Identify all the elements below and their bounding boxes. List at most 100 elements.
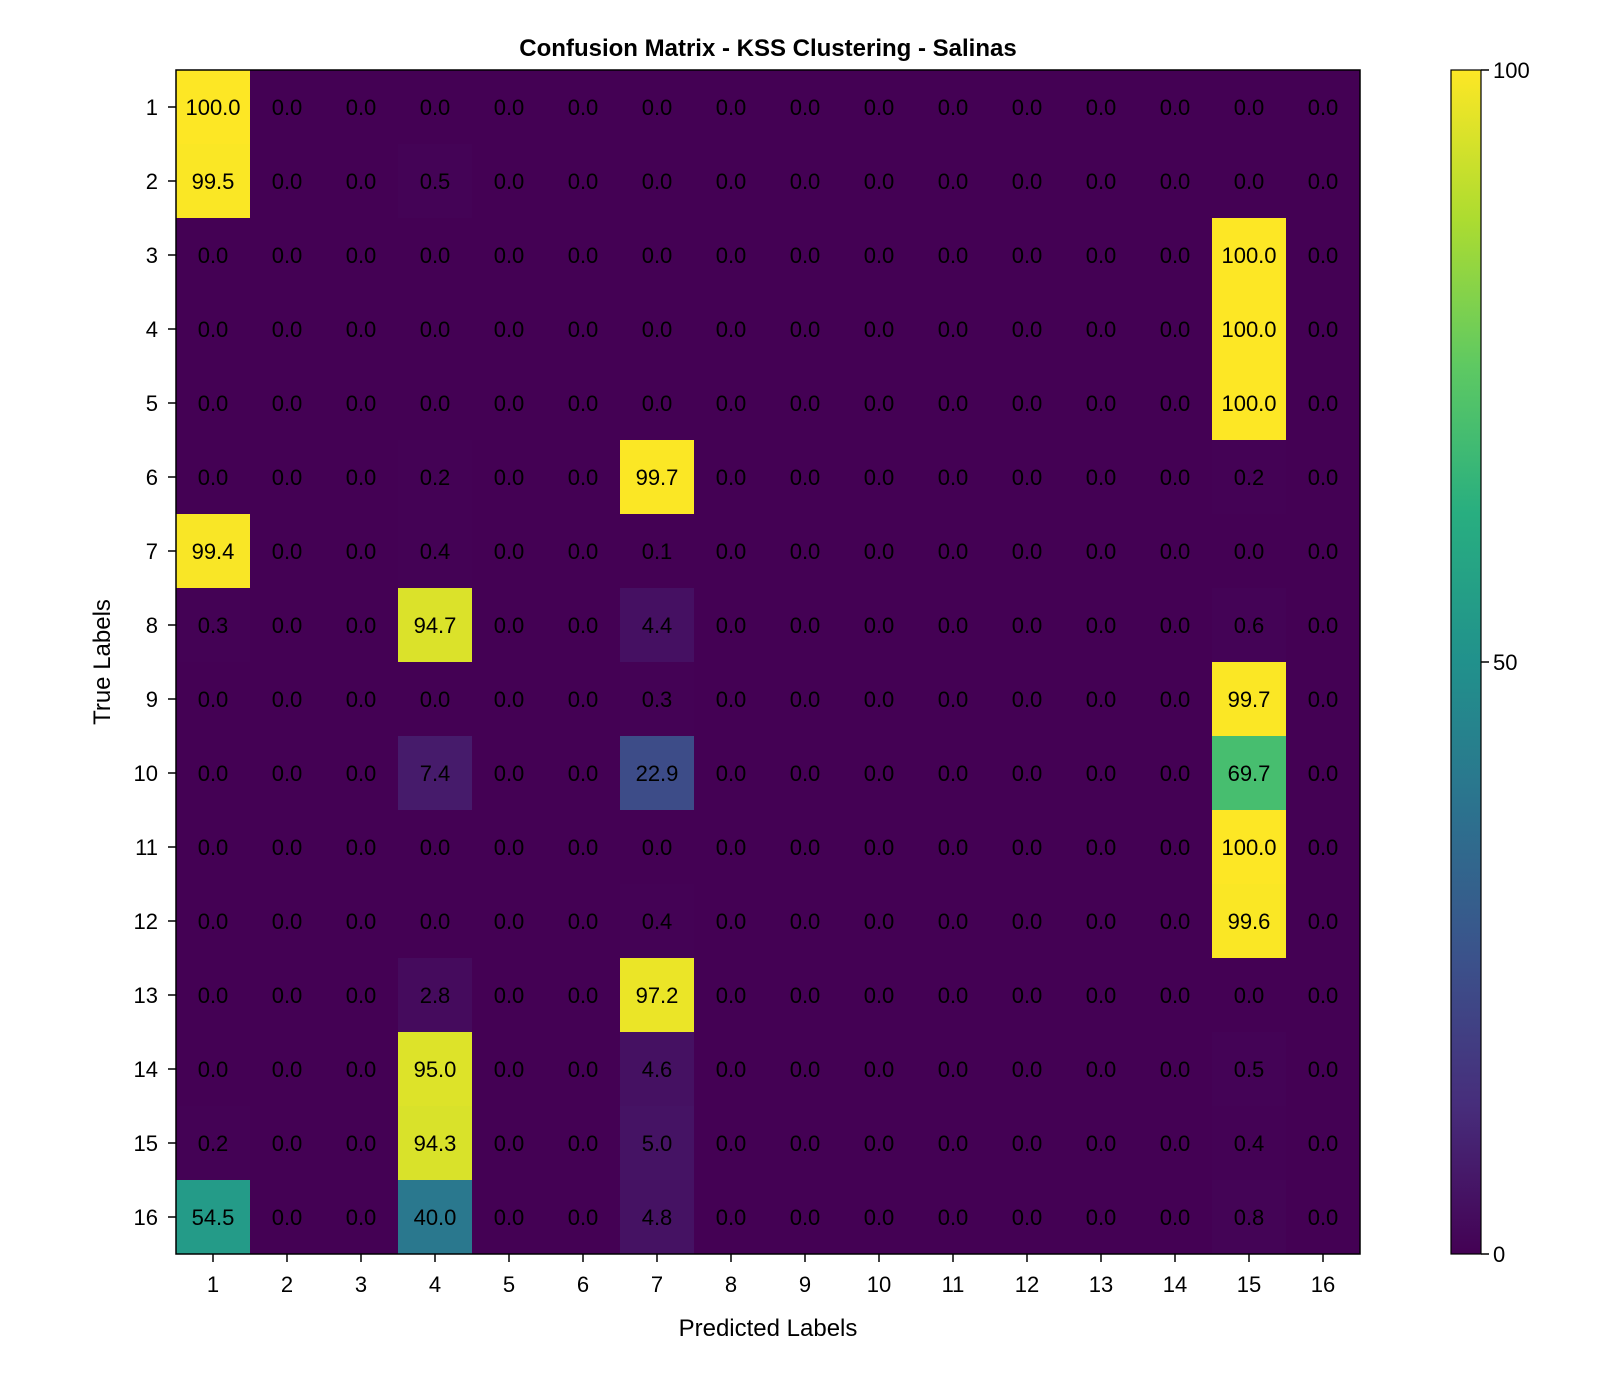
- heatmap-cell: [1064, 662, 1139, 737]
- x-tick-label: 6: [577, 1272, 589, 1297]
- cell-value-label: 0.0: [198, 687, 229, 712]
- heatmap-cell: [916, 1032, 991, 1107]
- cell-value-label: 0.0: [642, 243, 673, 268]
- heatmap-cell: [1138, 218, 1213, 293]
- heatmap-cell: [398, 1180, 473, 1255]
- heatmap-cell: [1138, 366, 1213, 441]
- heatmap-cell: [250, 366, 325, 441]
- cell-value-label: 0.0: [1160, 983, 1191, 1008]
- cell-value-label: 0.0: [346, 1205, 377, 1230]
- cell-value-label: 0.0: [790, 983, 821, 1008]
- heatmap-cell: [250, 662, 325, 737]
- cell-value-label: 0.0: [1308, 835, 1339, 860]
- heatmap-cell: [768, 736, 843, 811]
- heatmap-cell: [768, 292, 843, 367]
- cell-value-label: 0.0: [568, 465, 599, 490]
- cell-value-label: 0.0: [1160, 391, 1191, 416]
- heatmap-cell: [990, 1106, 1065, 1181]
- heatmap-cell: [472, 1106, 547, 1181]
- cell-value-label: 0.0: [1012, 983, 1043, 1008]
- cell-value-label: 0.0: [1012, 761, 1043, 786]
- y-tick-label: 10: [134, 761, 158, 786]
- cell-value-label: 100.0: [1221, 391, 1276, 416]
- x-tick-label: 16: [1311, 1272, 1335, 1297]
- heatmap-cell: [546, 884, 621, 959]
- cell-value-label: 0.0: [1160, 465, 1191, 490]
- heatmap-cell: [768, 70, 843, 145]
- heatmap-cell: [1286, 1032, 1361, 1107]
- heatmap-cell: [842, 1106, 917, 1181]
- heatmap-cell: [694, 144, 769, 219]
- cell-value-label: 0.0: [1086, 1205, 1117, 1230]
- cell-value-label: 0.0: [1012, 909, 1043, 934]
- heatmap-cell: [990, 218, 1065, 293]
- heatmap-cell: [1212, 588, 1287, 663]
- heatmap-cell: [324, 884, 399, 959]
- cell-value-label: 0.0: [1308, 391, 1339, 416]
- cell-value-label: 0.0: [1086, 391, 1117, 416]
- heatmap-cell: [1064, 810, 1139, 885]
- cell-value-label: 0.0: [1308, 687, 1339, 712]
- cell-value-label: 0.0: [568, 761, 599, 786]
- cell-value-label: 0.0: [494, 835, 525, 860]
- heatmap-cell: [1212, 292, 1287, 367]
- cell-value-label: 0.0: [1308, 465, 1339, 490]
- cell-value-label: 0.0: [642, 169, 673, 194]
- heatmap-cell: [1286, 958, 1361, 1033]
- colorbar-tick-label: 0: [1493, 1242, 1505, 1267]
- x-tick-label: 8: [725, 1272, 737, 1297]
- cell-value-label: 0.0: [420, 95, 451, 120]
- heatmap-cell: [1212, 736, 1287, 811]
- x-tick-label: 2: [281, 1272, 293, 1297]
- heatmap-cell: [1064, 70, 1139, 145]
- heatmap-cell: [916, 662, 991, 737]
- y-tick-label: 7: [146, 539, 158, 564]
- x-tick-label: 7: [651, 1272, 663, 1297]
- x-tick-label: 1: [207, 1272, 219, 1297]
- cell-value-label: 0.0: [568, 243, 599, 268]
- cell-value-label: 0.0: [272, 317, 303, 342]
- heatmap-cell: [842, 70, 917, 145]
- cell-value-label: 0.0: [938, 983, 969, 1008]
- cell-value-label: 0.0: [864, 1057, 895, 1082]
- heatmap-cell: [472, 514, 547, 589]
- heatmap-cell: [990, 366, 1065, 441]
- cell-value-label: 0.0: [864, 613, 895, 638]
- heatmap-cell: [916, 70, 991, 145]
- heatmap-cell: [768, 810, 843, 885]
- cell-value-label: 0.0: [790, 909, 821, 934]
- cell-value-label: 0.0: [1012, 687, 1043, 712]
- heatmap-cell: [694, 884, 769, 959]
- cell-value-label: 0.0: [938, 95, 969, 120]
- cell-value-label: 97.2: [636, 983, 679, 1008]
- cell-value-label: 4.8: [642, 1205, 673, 1230]
- heatmap-cell: [620, 292, 695, 367]
- cell-value-label: 0.0: [1160, 169, 1191, 194]
- colorbar-tick-label: 100: [1493, 58, 1530, 83]
- heatmap-cell: [398, 440, 473, 515]
- cell-labels: 100.0 0.0 0.0 0.0 0.0 0.0 0.0 0.0 0.0 0.0 0.0 0.0 0.…: [185, 95, 1338, 1230]
- heatmap-cell: [990, 1032, 1065, 1107]
- cell-value-label: 0.0: [198, 243, 229, 268]
- cell-value-label: 0.0: [346, 909, 377, 934]
- heatmap-cell: [916, 514, 991, 589]
- heatmap-cell: [1212, 514, 1287, 589]
- heatmap-cell: [694, 1106, 769, 1181]
- y-tick-label: 3: [146, 243, 158, 268]
- heatmap-cell: [990, 70, 1065, 145]
- heatmap-cell: [546, 440, 621, 515]
- heatmap-cell: [250, 440, 325, 515]
- cell-value-label: 0.0: [420, 687, 451, 712]
- heatmap-cell: [990, 588, 1065, 663]
- cell-value-label: 0.0: [346, 835, 377, 860]
- cell-value-label: 0.4: [420, 539, 451, 564]
- heatmap-cell: [398, 366, 473, 441]
- cell-value-label: 0.0: [272, 835, 303, 860]
- cell-value-label: 0.0: [716, 1205, 747, 1230]
- heatmap-cell: [1286, 1106, 1361, 1181]
- cell-value-label: 0.0: [938, 761, 969, 786]
- cell-value-label: 7.4: [420, 761, 451, 786]
- heatmap-cell: [842, 736, 917, 811]
- heatmap-cell: [1138, 810, 1213, 885]
